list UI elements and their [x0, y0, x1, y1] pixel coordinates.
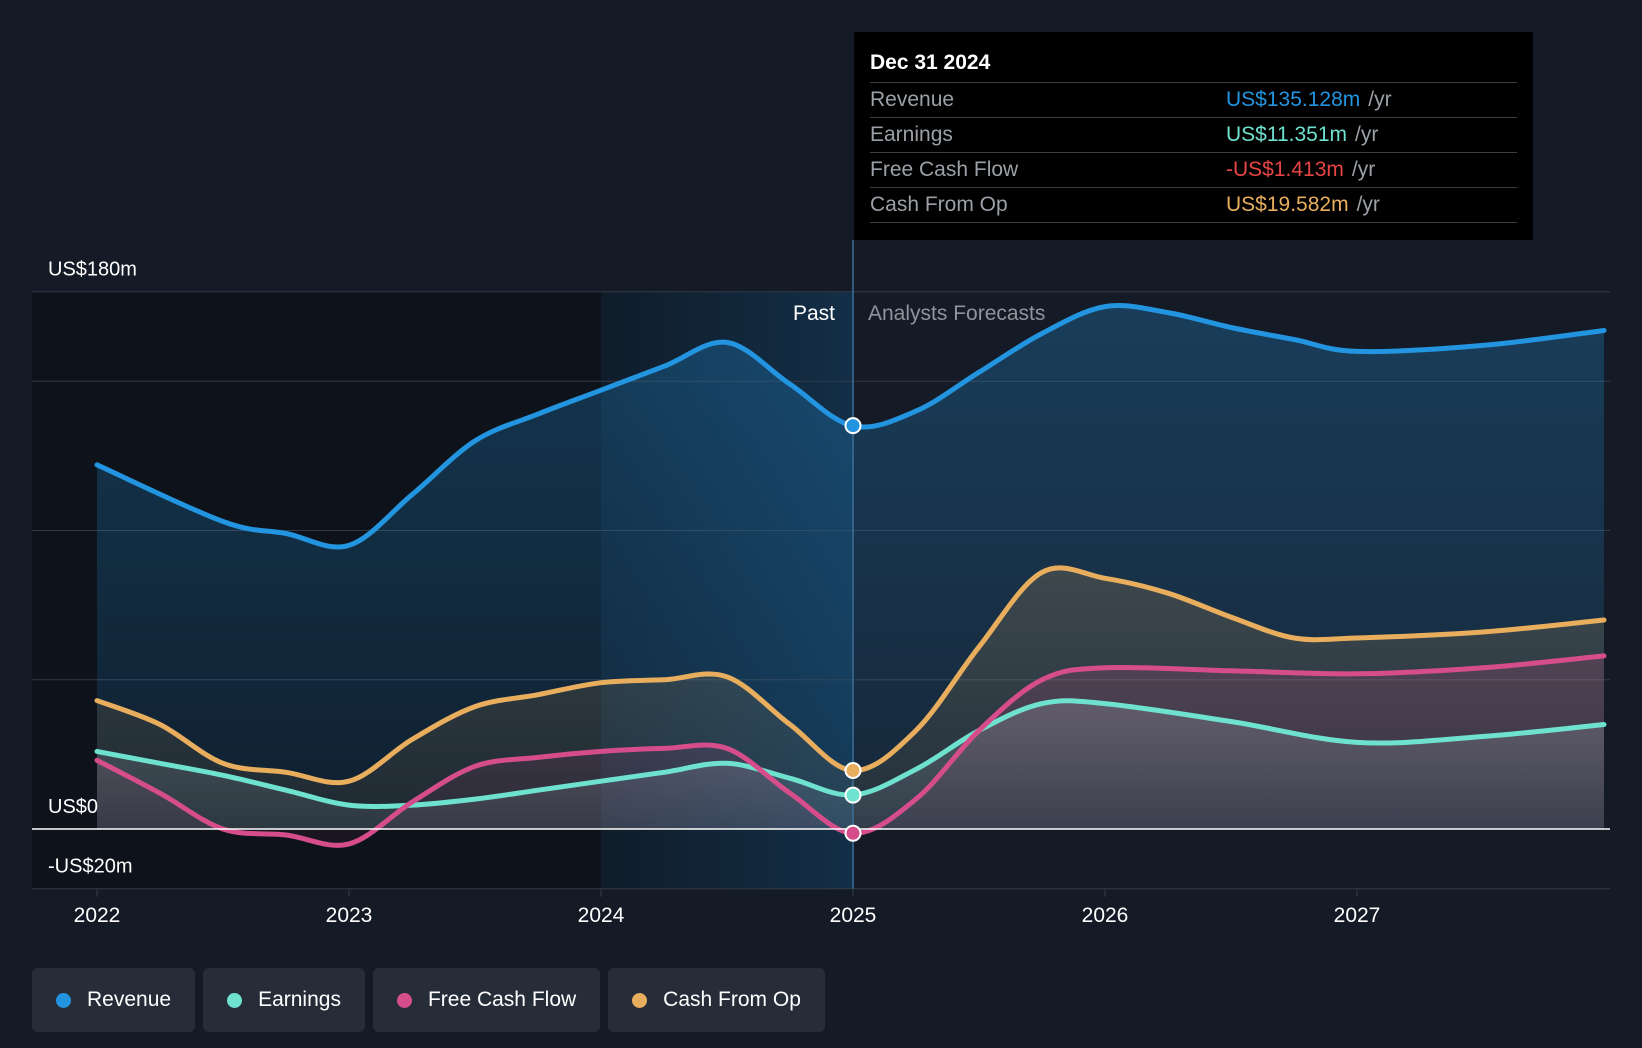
legend-item-free-cash-flow[interactable]: Free Cash Flow [372, 968, 601, 1032]
x-tick-label: 2024 [578, 904, 625, 927]
legend-label: Earnings [258, 988, 341, 1011]
free-cash-flow-marker [844, 824, 862, 842]
tooltip-row-revenue: Revenue US$135.128m /yr [870, 82, 1517, 117]
tooltip-label: Revenue [870, 88, 955, 111]
tooltip-label: Earnings [870, 123, 953, 146]
free-cash-flow-dot-icon [396, 992, 412, 1008]
tooltip-value: -US$1.413m [1226, 158, 1344, 181]
x-axis-labels: 2022 2023 2024 2025 2026 2027 [74, 888, 1381, 927]
x-tick-label: 2023 [326, 904, 373, 927]
cash-from-op-line [94, 565, 1607, 786]
tooltip-value: US$11.351m [1226, 123, 1348, 146]
series-lines [94, 303, 1607, 848]
legend-item-cash-from-op[interactable]: Cash From Op [608, 968, 825, 1032]
tooltip-unit: /yr [1355, 123, 1379, 146]
legend-label: Revenue [87, 988, 172, 1011]
x-tick-label: 2027 [1334, 904, 1381, 927]
tooltip-row-earnings: Earnings US$11.351m /yr [870, 117, 1517, 152]
y-tick-label: US$180m [48, 259, 137, 281]
tooltip-date: Dec 31 2024 [870, 51, 991, 74]
y-tick-label: US$0 [48, 796, 98, 818]
earnings-marker [844, 786, 862, 804]
tooltip-label: Cash From Op [870, 193, 1008, 216]
legend-label: Cash From Op [663, 988, 801, 1011]
earnings-dot-icon [227, 992, 243, 1008]
legend-item-earnings[interactable]: Earnings [203, 968, 365, 1032]
earnings-area [97, 700, 1604, 829]
earnings-line [94, 698, 1607, 809]
tooltip-value: US$135.128m [1226, 88, 1361, 111]
free-cash-flow-line [94, 653, 1607, 848]
legend-item-revenue[interactable]: Revenue [32, 968, 196, 1032]
x-tick-label: 2022 [74, 904, 121, 927]
tooltip: Dec 31 2024 Revenue US$135.128m /yr Earn… [854, 32, 1533, 240]
y-axis-labels: US$180m US$0 -US$20m [48, 259, 137, 878]
cash-from-op-marker [844, 762, 862, 780]
tooltip-unit: /yr [1368, 88, 1392, 111]
revenue-marker [844, 417, 862, 435]
past-label: Past [793, 302, 835, 325]
tooltip-row-cash-from-op: Cash From Op US$19.582m /yr [870, 187, 1517, 223]
cash-from-op-dot-icon [632, 992, 648, 1008]
legend-label: Free Cash Flow [427, 988, 577, 1011]
tooltip-row-free-cash-flow: Free Cash Flow -US$1.413m /yr [870, 152, 1517, 187]
tooltip-unit: /yr [1356, 193, 1380, 216]
x-tick-label: 2025 [830, 904, 877, 927]
y-tick-label: -US$20m [48, 856, 132, 878]
tooltip-markers [844, 417, 862, 842]
revenue-dot-icon [56, 992, 71, 1008]
tooltip-label: Free Cash Flow [870, 158, 1019, 181]
x-tick-label: 2026 [1082, 904, 1129, 927]
tooltip-unit: /yr [1351, 158, 1376, 181]
legend: Revenue Earnings Free Cash Flow Cash Fro… [32, 968, 825, 1032]
forecast-label: Analysts Forecasts [868, 302, 1045, 325]
revenue-line [94, 303, 1607, 550]
tooltip-value: US$19.582m [1226, 193, 1349, 216]
